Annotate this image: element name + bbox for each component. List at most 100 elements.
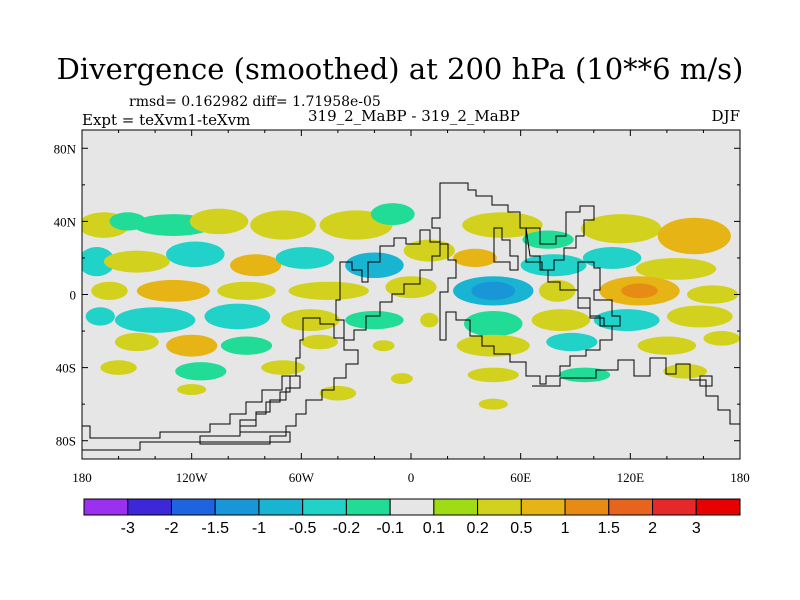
cases-label: 319_2_MaBP - 319_2_MaBP	[308, 107, 520, 125]
field-patch	[114, 332, 159, 352]
field-patch	[91, 281, 128, 300]
field-patch	[559, 367, 611, 383]
colorbar: -3 -2 -1.5 -1 -0.5 -0.2 -0.1 0.1 0.2 0.5 1 1.5 2 3	[83, 498, 741, 537]
field-patch	[114, 307, 196, 333]
field-patch	[453, 248, 497, 268]
field-patch	[230, 254, 282, 277]
colorbar-swatch	[695, 498, 741, 516]
field-patch	[281, 309, 340, 332]
colorbar-label: 0.5	[510, 520, 532, 537]
field-patch	[522, 230, 574, 249]
field-patch	[580, 214, 662, 244]
y-tick-label: 80S	[56, 434, 76, 449]
colorbar-label: 0.1	[423, 520, 445, 537]
field-patch	[220, 336, 273, 355]
colorbar-label: -0.5	[289, 520, 317, 537]
field-patch	[464, 310, 523, 337]
colorbar-swatch	[520, 498, 566, 516]
field-patch	[403, 239, 455, 262]
colorbar-label: -2	[164, 520, 178, 537]
field-patch	[657, 217, 731, 255]
field-patch	[621, 283, 658, 299]
field-patch	[471, 281, 516, 300]
experiment-label: Expt = teXvm1-teXvm	[82, 111, 251, 129]
x-tick-label: 180	[72, 470, 92, 485]
field-patch	[345, 252, 404, 279]
field-patch	[390, 373, 413, 385]
field-patch	[372, 340, 395, 352]
colorbar-swatch	[214, 498, 260, 516]
colorbar-label: -0.1	[376, 520, 404, 537]
field-patch	[103, 250, 170, 273]
field-patch	[275, 246, 335, 269]
x-tick-label: 180	[730, 470, 750, 485]
colorbar-label: -3	[121, 520, 135, 537]
field-patch	[637, 336, 697, 355]
field-patch	[385, 276, 437, 299]
colorbar-label: 1.5	[598, 520, 620, 537]
season-label: DJF	[711, 107, 740, 125]
field-patch	[136, 279, 210, 302]
stats-label: rmsd= 0.162982 diff= 1.71958e-05	[129, 94, 381, 110]
field-patch	[546, 332, 598, 352]
field-patch	[462, 212, 543, 238]
colorbar-swatch	[389, 498, 435, 516]
field-patch	[175, 362, 227, 381]
y-tick-label: 0	[70, 288, 77, 303]
x-tick-label: 120W	[176, 470, 209, 485]
colorbar-swatch	[564, 498, 610, 516]
y-tick-label: 80N	[54, 141, 77, 156]
colorbar-swatch	[170, 498, 216, 516]
field-patch	[288, 281, 369, 300]
x-tick-label: 60E	[510, 470, 531, 485]
x-axis: 180 120W 60W 0 60E 120E 180	[72, 130, 750, 485]
field-patch	[420, 312, 439, 328]
colorbar-swatch	[258, 498, 304, 516]
colorbar-swatch	[345, 498, 391, 516]
field-patch	[217, 281, 276, 300]
field-patch	[204, 303, 271, 330]
field-patch	[663, 363, 708, 379]
colorbar-swatch	[83, 498, 129, 516]
field-patch	[582, 246, 642, 269]
colorbar-label: -1	[252, 520, 266, 537]
colorbar-swatch	[433, 498, 479, 516]
colorbar-label: -1.5	[201, 520, 229, 537]
colorbar-swatch	[302, 498, 347, 516]
field-patch	[166, 241, 225, 268]
field-patch	[467, 367, 519, 383]
field-patch	[100, 360, 137, 375]
field-patch	[635, 257, 717, 280]
colorbar-label: 0.2	[466, 520, 488, 537]
divergence-field	[82, 203, 740, 410]
colorbar-swatch	[127, 498, 172, 516]
y-axis: 80N 40N 0 40S 80S	[54, 141, 740, 449]
field-patch	[531, 309, 591, 332]
field-patch	[478, 398, 508, 410]
field-patch	[370, 203, 415, 226]
field-patch	[345, 310, 404, 330]
field-patch	[538, 279, 576, 302]
y-tick-label: 40S	[56, 361, 76, 376]
field-patch	[301, 334, 338, 350]
x-tick-label: 60W	[289, 470, 315, 485]
field-patch	[189, 208, 249, 235]
colorbar-label: 1	[561, 520, 570, 537]
colorbar-swatch	[608, 498, 654, 516]
colorbar-label: -0.2	[333, 520, 361, 537]
field-patch	[250, 210, 316, 240]
field-patch	[319, 385, 357, 401]
field-patch	[703, 331, 740, 346]
field-patch	[85, 307, 115, 326]
colorbar-swatch	[477, 498, 522, 516]
chart-title: Divergence (smoothed) at 200 hPa (10**6 …	[56, 52, 744, 86]
x-tick-label: 0	[408, 470, 415, 485]
field-patch	[177, 384, 207, 396]
y-tick-label: 40N	[54, 214, 77, 229]
colorbar-label: 2	[648, 520, 657, 537]
x-tick-label: 120E	[617, 470, 645, 485]
field-patch	[686, 285, 739, 304]
colorbar-swatch	[652, 498, 697, 516]
field-patch	[166, 334, 218, 357]
colorbar-label: 3	[692, 520, 701, 537]
